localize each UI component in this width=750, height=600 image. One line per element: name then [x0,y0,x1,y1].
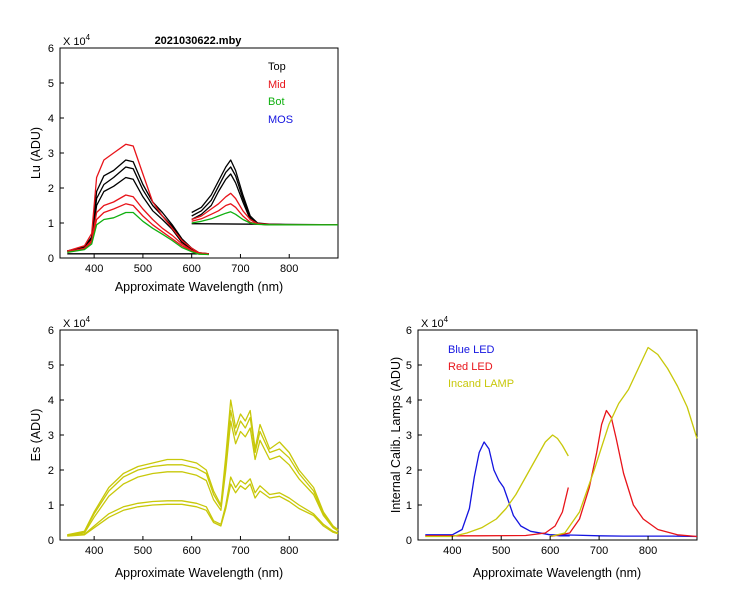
plot-lu-ylabel: Lu (ADU) [29,127,43,179]
x-tick-label: 400 [85,263,103,275]
y-tick-label: 3 [48,430,54,442]
x-tick-label: 800 [639,545,657,557]
x-tick-label: 500 [492,545,510,557]
plot-es-frame [59,329,339,541]
y-tick-label: 0 [406,535,412,547]
series-line-es-2 [67,420,339,537]
y-tick-label: 5 [48,78,54,90]
series-line-red-led-0 [425,487,569,537]
plot-lamps-yticks: 0 1 2 3 4 5 6 [406,325,422,547]
y-tick-label: 2 [48,183,54,195]
series-line-top-3 [191,159,338,226]
plot-lamps-multiplier: X 104 [421,315,449,330]
series-line-incand-lamp-0 [425,434,569,538]
plot-lu-series [67,143,339,256]
x-tick-label: 800 [280,545,298,557]
plot-lamps-xlabel: Approximate Wavelength (nm) [473,566,641,580]
plot-es-xlabel: Approximate Wavelength (nm) [115,566,283,580]
y-tick-label: 4 [48,395,54,407]
plot-lu-title: 2021030622.mby [155,35,243,47]
legend-mos: MOS [268,114,293,126]
series-line-es-3 [67,476,339,537]
x-tick-label: 700 [590,545,608,557]
legend-top: Top [268,61,286,73]
y-tick-label: 2 [406,465,412,477]
y-tick-label: 2 [48,465,54,477]
plot-lamps-ylabel: Internal Calib. Lamps (ADU) [389,357,403,513]
series-line-mid-3 [191,192,338,226]
y-tick-label: 6 [406,325,412,337]
series-line-bot-1 [191,211,338,226]
y-tick-label: 3 [406,430,412,442]
x-tick-label: 700 [231,263,249,275]
series-line-es-0 [67,399,339,536]
series-line-es-1 [67,409,339,536]
x-tick-label: 600 [183,545,201,557]
plot-es-multiplier: X 104 [63,315,91,330]
legend-red-led: Red LED [448,361,493,373]
plot-lamps: 400 500 600 700 800 0 1 2 3 4 5 6 X 104 Internal C… [389,315,698,580]
y-tick-label: 0 [48,535,54,547]
y-tick-label: 1 [48,500,54,512]
series-line-red-led-1 [550,409,698,538]
plot-lu-frame [59,47,339,259]
plot-lu-xlabel: Approximate Wavelength (nm) [115,280,283,294]
x-tick-label: 600 [541,545,559,557]
plot-lu-multiplier: X 104 [63,33,91,48]
y-tick-label: 6 [48,325,54,337]
plot-lu-legend: Top Mid Bot MOS [268,61,293,126]
series-line-incand-lamp-1 [550,346,698,538]
x-tick-label: 700 [231,545,249,557]
y-tick-label: 1 [406,500,412,512]
x-tick-label: 800 [280,263,298,275]
y-tick-label: 4 [48,113,54,125]
y-tick-label: 0 [48,253,54,265]
y-tick-label: 5 [48,360,54,372]
legend-blue-led: Blue LED [448,344,495,356]
plot-lamps-xticks: 400 500 600 700 800 [443,536,657,557]
x-tick-label: 400 [85,545,103,557]
plot-es: 400 500 600 700 800 0 1 2 3 4 5 6 X 104 Es (ADU) A… [29,315,339,580]
x-tick-label: 400 [443,545,461,557]
series-line-es-4 [67,483,339,537]
series-line-top-4 [191,166,338,226]
x-tick-label: 600 [183,263,201,275]
y-tick-label: 5 [406,360,412,372]
x-tick-label: 500 [134,263,152,275]
plot-lamps-legend: Blue LED Red LED Incand LAMP [448,344,514,390]
plot-lamps-series [425,346,698,538]
series-line-blue-led-0 [425,441,570,537]
plot-es-ylabel: Es (ADU) [29,409,43,462]
y-tick-label: 3 [48,148,54,160]
plot-lu-yticks: 0 1 2 3 4 5 6 [48,43,64,265]
series-line-mid-2 [67,203,209,256]
series-line-mid-0 [67,143,209,255]
series-line-blue-led-1 [550,534,698,538]
x-tick-label: 500 [134,545,152,557]
y-tick-label: 4 [406,395,412,407]
series-line-bot-0 [67,211,209,256]
series-line-mid-1 [67,194,209,255]
plot-es-xticks: 400 500 600 700 800 [85,536,298,557]
legend-incand-lamp: Incand LAMP [448,378,514,390]
legend-bot: Bot [268,96,285,108]
y-tick-label: 6 [48,43,54,55]
plot-es-yticks: 0 1 2 3 4 5 6 [48,325,64,547]
y-tick-label: 1 [48,218,54,230]
legend-mid: Mid [268,79,286,91]
plot-lu-xticks: 400 500 600 700 800 [85,254,298,275]
plot-lu: 400 500 600 700 800 0 1 2 3 4 5 6 2021030622.mby X… [29,33,339,294]
plot-es-series [67,399,339,537]
